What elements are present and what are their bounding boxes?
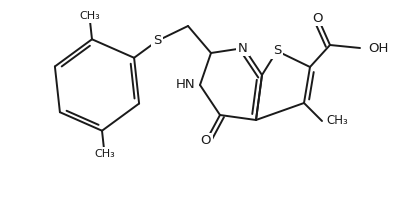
Text: N: N (238, 41, 248, 54)
Text: CH₃: CH₃ (79, 11, 100, 21)
Text: O: O (201, 134, 211, 147)
Text: CH₃: CH₃ (94, 149, 115, 159)
Text: S: S (153, 35, 161, 47)
Text: O: O (313, 12, 323, 25)
Text: CH₃: CH₃ (326, 114, 348, 128)
Text: S: S (273, 45, 281, 58)
Text: OH: OH (368, 41, 388, 54)
Text: HN: HN (175, 78, 195, 91)
